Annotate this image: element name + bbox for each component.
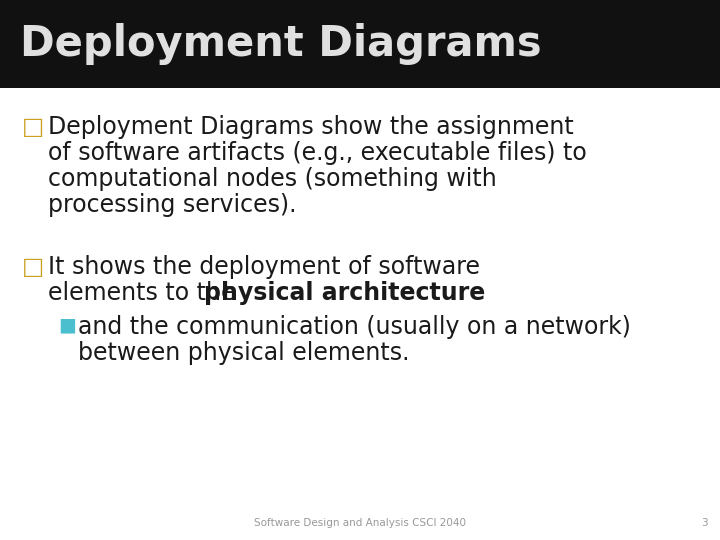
Text: Software Design and Analysis CSCI 2040: Software Design and Analysis CSCI 2040: [254, 518, 466, 528]
Text: Deployment Diagrams: Deployment Diagrams: [20, 23, 541, 65]
FancyBboxPatch shape: [0, 0, 720, 88]
Text: ■: ■: [58, 315, 76, 334]
Text: and the communication (usually on a network): and the communication (usually on a netw…: [78, 315, 631, 339]
Text: □: □: [22, 115, 45, 139]
Text: elements to the: elements to the: [48, 281, 243, 305]
Text: of software artifacts (e.g., executable files) to: of software artifacts (e.g., executable …: [48, 141, 587, 165]
Text: between physical elements.: between physical elements.: [78, 341, 410, 365]
Text: 3: 3: [701, 518, 708, 528]
Text: physical architecture: physical architecture: [204, 281, 485, 305]
Text: computational nodes (something with: computational nodes (something with: [48, 167, 497, 191]
Text: Deployment Diagrams show the assignment: Deployment Diagrams show the assignment: [48, 115, 574, 139]
Text: It shows the deployment of software: It shows the deployment of software: [48, 255, 480, 279]
Text: □: □: [22, 255, 45, 279]
Text: processing services).: processing services).: [48, 193, 297, 217]
